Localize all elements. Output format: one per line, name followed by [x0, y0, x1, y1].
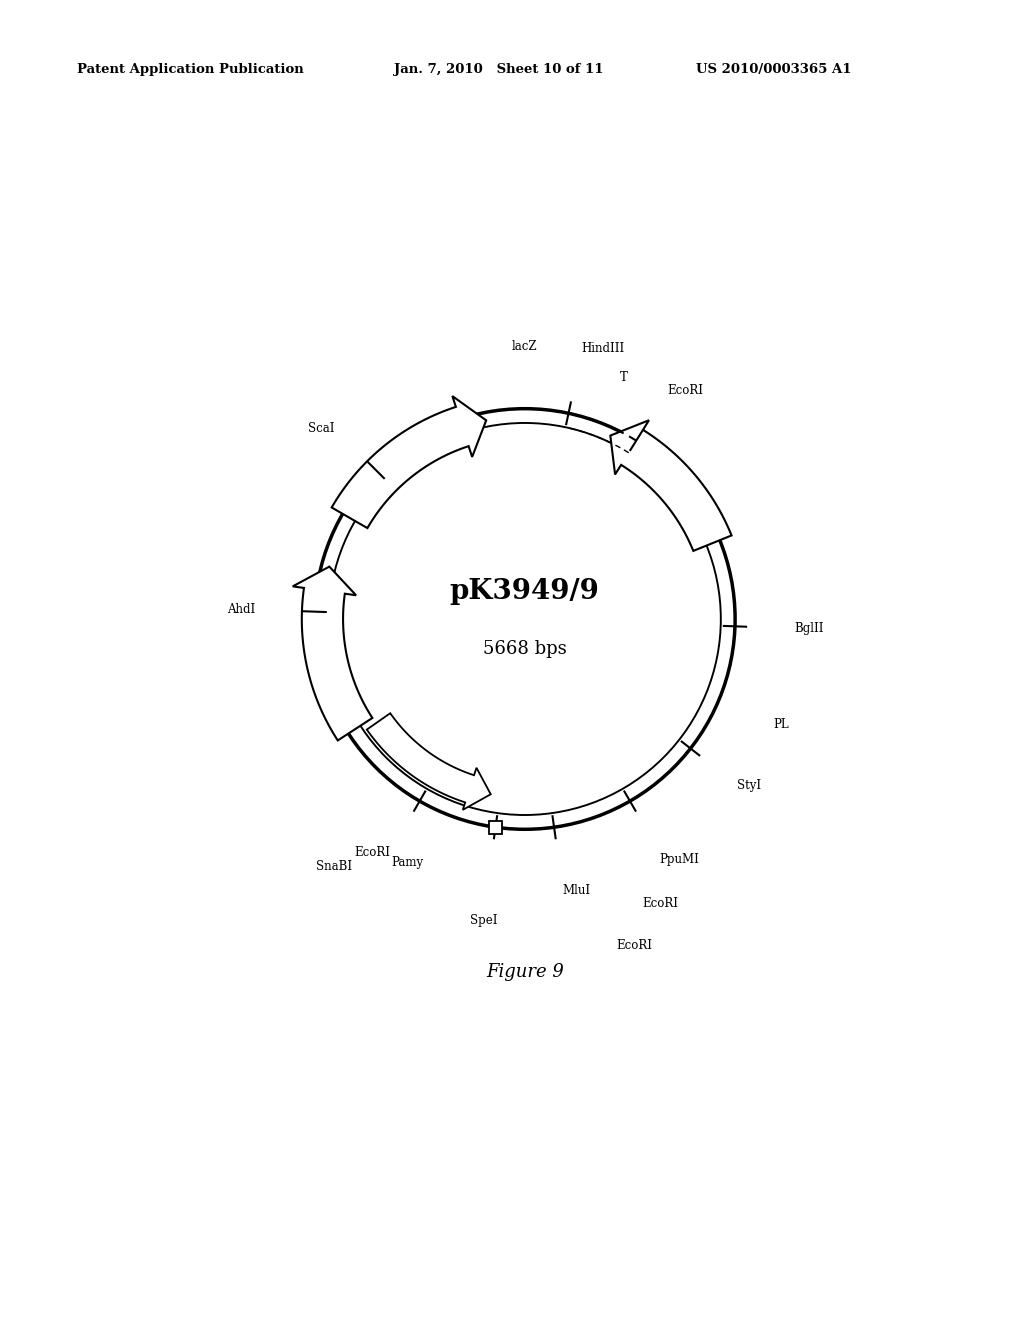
Polygon shape — [610, 420, 731, 550]
Text: Patent Application Publication: Patent Application Publication — [77, 63, 303, 77]
Text: US 2010/0003365 A1: US 2010/0003365 A1 — [696, 63, 852, 77]
Text: HindIII: HindIII — [581, 342, 625, 355]
Text: EcoRI: EcoRI — [668, 384, 703, 397]
Text: BglII: BglII — [795, 622, 824, 635]
Text: SnaBI: SnaBI — [315, 859, 352, 873]
Text: MluI: MluI — [563, 883, 591, 896]
Text: lacZ: lacZ — [512, 341, 538, 354]
Text: AhdI: AhdI — [227, 603, 255, 616]
Text: Jan. 7, 2010   Sheet 10 of 11: Jan. 7, 2010 Sheet 10 of 11 — [394, 63, 604, 77]
Polygon shape — [367, 713, 490, 810]
Text: T: T — [620, 371, 628, 384]
Text: Figure 9: Figure 9 — [485, 964, 564, 981]
Text: ScaI: ScaI — [307, 421, 334, 434]
Text: EcoRI: EcoRI — [643, 896, 679, 909]
Text: PL: PL — [773, 718, 788, 731]
Text: EcoRI: EcoRI — [354, 846, 390, 859]
Text: EcoRI: EcoRI — [616, 940, 652, 953]
Text: pK3949/9: pK3949/9 — [450, 578, 600, 605]
Polygon shape — [332, 396, 486, 528]
Polygon shape — [293, 566, 373, 741]
Text: PpuMI: PpuMI — [659, 853, 699, 866]
Text: 5668 bps: 5668 bps — [483, 640, 566, 659]
Text: Pamy: Pamy — [391, 857, 424, 869]
Text: SpeI: SpeI — [470, 913, 497, 927]
Bar — [489, 821, 502, 834]
Text: StyI: StyI — [737, 779, 762, 792]
